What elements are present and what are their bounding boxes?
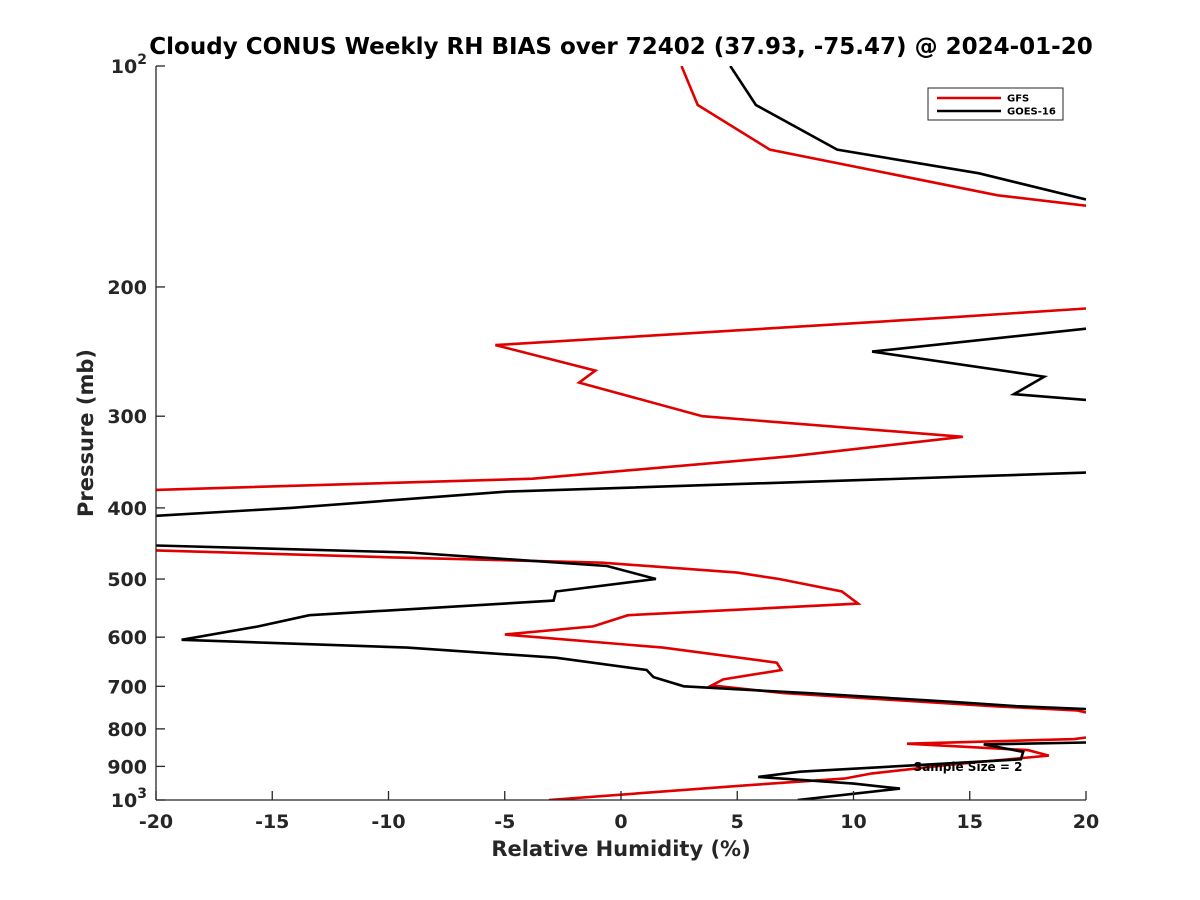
chart-title: Cloudy CONUS Weekly RH BIAS over 72402 (…: [149, 34, 1092, 60]
x-tick-label: 15: [957, 811, 983, 833]
y-axis-label: Pressure (mb): [74, 349, 98, 517]
series-goes-16: [156, 66, 1086, 800]
legend-box: [927, 87, 1064, 121]
y-tick-label: 900: [107, 756, 147, 778]
plot-area: -20 -15 -10 -5 0 5 10 15 20 102 200 300 400 500 600 70…: [107, 52, 1099, 833]
y-tick-label: 600: [107, 627, 147, 649]
x-tick-label: 5: [731, 811, 744, 833]
x-tick-label: 0: [614, 811, 627, 833]
plot-background: [156, 66, 1086, 800]
x-tick-label: 20: [1073, 811, 1099, 833]
y-ticks: 102 200 300 400 500 600 700 800 900 103: [107, 52, 165, 812]
y-tick-label: 700: [107, 676, 147, 698]
series-line-goes-16-0: [729, 66, 1086, 201]
x-tick-label: -20: [139, 811, 173, 833]
x-tick-label: -5: [494, 811, 515, 833]
series-line-gfs-1: [156, 307, 1086, 492]
series-layer: [156, 66, 1086, 800]
series-line-goes-16-1: [871, 327, 1086, 402]
y-tick-label: 102: [111, 52, 147, 78]
y-tick-label: 300: [107, 406, 147, 428]
legend: GFS GOES-16: [927, 87, 1064, 121]
sample-size-annotation: Sample Size = 2: [914, 760, 1023, 774]
x-ticks: -20 -15 -10 -5 0 5 10 15 20: [139, 791, 1099, 833]
legend-label: GOES-16: [1007, 107, 1056, 118]
series-line-gfs-0: [680, 66, 1086, 207]
y-tick-label: 200: [107, 277, 147, 299]
y-tick-label: 500: [107, 569, 147, 591]
y-tick-label: 103: [111, 786, 147, 812]
legend-label: GFS: [1007, 94, 1029, 105]
x-tick-label: 10: [840, 811, 866, 833]
x-axis-label: Relative Humidity (%): [491, 837, 750, 861]
series-line-goes-16-2: [156, 471, 1086, 518]
y-tick-label: 800: [107, 719, 147, 741]
x-tick-label: -15: [255, 811, 289, 833]
legend-items: GFS GOES-16: [937, 94, 1056, 118]
series-line-goes-16-3: [156, 544, 1086, 711]
series-line-goes-16-4: [758, 741, 1086, 800]
x-tick-label: -10: [371, 811, 405, 833]
y-tick-label: 400: [107, 498, 147, 520]
series-line-gfs-2: [156, 549, 1086, 714]
